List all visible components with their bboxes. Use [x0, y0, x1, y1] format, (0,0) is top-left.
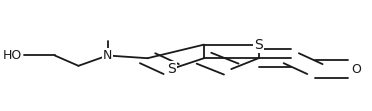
- Text: HO: HO: [3, 49, 22, 62]
- Text: S: S: [254, 38, 263, 52]
- Text: O: O: [351, 63, 361, 76]
- Text: S: S: [167, 62, 176, 76]
- Text: N: N: [103, 49, 112, 62]
